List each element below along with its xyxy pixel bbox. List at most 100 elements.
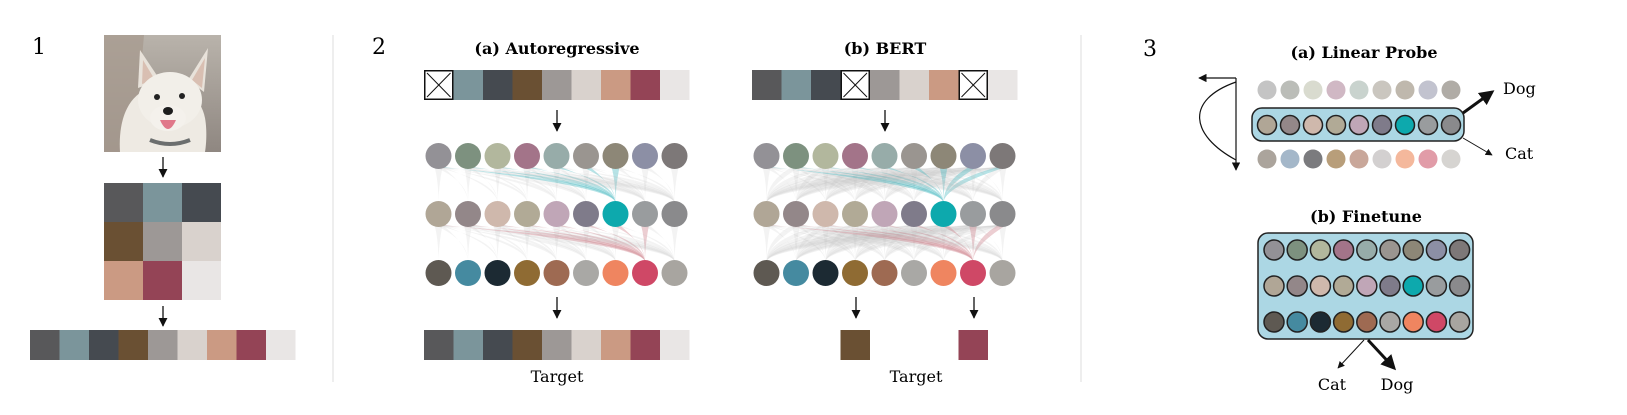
transformer-node [543, 143, 570, 169]
attention-connection [884, 167, 948, 203]
finetune-node [1332, 275, 1355, 297]
autoregressive-target-sequence [424, 330, 690, 360]
attention-connection [884, 167, 918, 203]
pixel-token [870, 70, 900, 100]
attention-connection [792, 225, 944, 262]
feature-node [1394, 114, 1416, 136]
attention-connection [762, 167, 944, 203]
attention-connection [762, 167, 885, 203]
attention-connection [792, 225, 973, 262]
attention-connection [910, 167, 1003, 203]
attention-connection [552, 225, 616, 262]
linear-probe-features [1256, 80, 1462, 169]
pixel-token [118, 330, 148, 360]
pixel-token [811, 70, 841, 100]
finetune-node [1448, 311, 1471, 333]
transformer-node [573, 143, 599, 169]
grid-cell [104, 183, 143, 222]
attention-connection [792, 225, 885, 262]
pixel-token [958, 330, 988, 360]
attention-connection [762, 225, 796, 262]
attention-connection [434, 225, 498, 262]
attention-connection [766, 167, 977, 203]
attention-connection [792, 167, 855, 203]
transformer-node [930, 260, 957, 286]
attention-connection [611, 225, 675, 262]
attention-connection [880, 225, 889, 262]
transformer-node [960, 143, 986, 169]
attention-connection [825, 225, 859, 262]
feature-node [1302, 114, 1324, 136]
attention-connection [792, 167, 914, 203]
attention-connection [434, 167, 586, 203]
attention-connection [582, 225, 590, 262]
pixel-token [781, 70, 811, 100]
attention-connection [762, 225, 944, 262]
attention-connection [821, 167, 944, 203]
transformer-node [930, 201, 957, 227]
attention-connection [464, 167, 557, 203]
attention-connection [611, 167, 645, 203]
attention-connection [464, 225, 472, 262]
pixel-token [483, 70, 513, 100]
attention-connection [821, 167, 885, 203]
attention-connection [939, 167, 973, 203]
attention-connection [493, 225, 586, 262]
attention-connection [943, 167, 977, 203]
grid-cell [182, 222, 221, 261]
attention-connection [552, 167, 616, 203]
grid-cell [182, 183, 221, 222]
grid-cell [182, 261, 221, 300]
transformer-node [753, 260, 780, 286]
attention-connection [884, 225, 918, 262]
pixel-token [571, 70, 601, 100]
finetune-node [1425, 239, 1448, 261]
finetune-node [1263, 239, 1285, 261]
pixel-token [660, 330, 690, 360]
attention-connection [434, 167, 527, 203]
feature-node [1280, 80, 1300, 100]
feature-node [1372, 149, 1392, 169]
attention-connection [821, 167, 830, 203]
feature-node [1395, 80, 1415, 100]
feature-node [1257, 149, 1277, 169]
attention-connection [821, 225, 855, 262]
attention-connection [493, 167, 675, 203]
attention-connection [792, 167, 800, 203]
panel-2: 2 (a) Autoregressive (b) BERT Target Tar… [372, 35, 1018, 386]
transformer-node [514, 143, 540, 169]
transformer-node [661, 201, 688, 227]
attention-connection [851, 225, 1003, 262]
attention-connection [552, 167, 645, 203]
attention-connection [884, 167, 1007, 203]
attention-connection [884, 167, 977, 203]
bert-target-label: Target [890, 367, 943, 386]
attention-connection [914, 225, 948, 262]
finetune-node [1402, 239, 1424, 261]
attention-connection [855, 225, 889, 262]
transformer-node [842, 201, 868, 227]
attention-connection [821, 225, 830, 262]
attention-connection [762, 225, 826, 262]
attention-connection [582, 225, 645, 262]
attention-connection [939, 167, 1003, 203]
attention-connection [464, 167, 586, 203]
attention-connection [792, 225, 914, 262]
pixel-token [630, 330, 660, 360]
attention-connection [434, 167, 557, 203]
attention-connection [523, 225, 531, 262]
attention-connection [762, 167, 973, 203]
attention-connection [464, 225, 498, 262]
linear-probe-title: (a) Linear Probe [1290, 43, 1437, 62]
section-number-2: 2 [372, 35, 386, 60]
attention-connection [641, 167, 675, 203]
attention-connection [766, 167, 859, 203]
grid-cell [143, 183, 182, 222]
feature-node [1280, 149, 1300, 169]
attention-connection [910, 167, 973, 203]
pixel-token [453, 70, 483, 100]
transformer-node [484, 143, 511, 169]
transformer-node [573, 260, 599, 286]
attention-connection [434, 225, 675, 262]
transformer-node [871, 260, 898, 286]
